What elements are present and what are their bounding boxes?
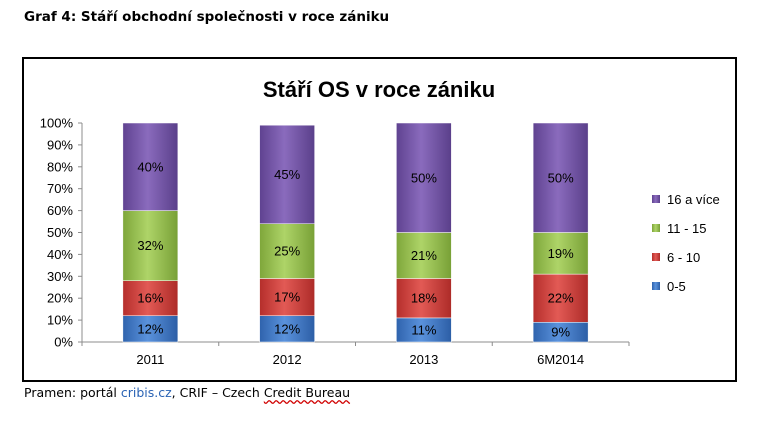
chart-frame: Stáří OS v roce zániku 0% 10% 20% 30% 40% 50%… — [22, 57, 737, 382]
x-tick-label: 6M2014 — [537, 352, 584, 367]
y-tick-label: 100% — [40, 116, 74, 131]
y-tick-label: 70% — [47, 181, 73, 196]
data-label: 11% — [411, 322, 436, 337]
y-tick-label: 80% — [47, 159, 73, 174]
legend-label: 16 a více — [667, 192, 720, 207]
y-tick-label: 0% — [54, 335, 73, 350]
x-tick-label: 2013 — [409, 352, 438, 367]
legend-label: 11 - 15 — [667, 221, 707, 236]
figure-heading: Graf 4: Stáří obchodní společnosti v roc… — [24, 9, 390, 25]
y-tick-label: 50% — [47, 225, 73, 240]
x-tick-label: 2012 — [273, 352, 302, 367]
bar-segment — [532, 232, 589, 275]
data-label: 12% — [274, 321, 300, 336]
y-tick-label: 40% — [47, 247, 73, 262]
legend-swatch — [652, 282, 660, 290]
bar-segment — [259, 278, 315, 316]
data-label: 9% — [551, 325, 570, 340]
chart-title: Stáří OS v roce zániku — [263, 77, 495, 102]
bar-segment — [122, 122, 179, 211]
data-label: 22% — [548, 291, 574, 306]
data-label: 18% — [411, 291, 437, 306]
y-tick-label: 30% — [47, 269, 73, 284]
bar-segment — [396, 232, 452, 279]
y-tick-label: 10% — [47, 313, 73, 328]
bar-segment — [396, 122, 452, 233]
data-label: 16% — [137, 291, 163, 306]
data-label: 40% — [137, 159, 163, 174]
y-tick-label: 90% — [47, 137, 73, 152]
legend-swatch — [652, 195, 660, 203]
bar-segment — [259, 124, 315, 224]
y-tick-label: 20% — [47, 291, 73, 306]
chart-bars: 12% 16% 32% 40% 12% 17% 25% 45% 11% 18% 21% 50% 9% 22… — [122, 122, 589, 343]
data-label: 21% — [411, 248, 437, 263]
source-underlined: Credit Bureau — [263, 385, 351, 400]
source-prefix: Pramen: portál — [24, 385, 121, 400]
legend-swatch — [652, 224, 660, 232]
data-label: 50% — [548, 170, 574, 185]
data-label: 32% — [137, 238, 163, 253]
legend-swatch — [652, 253, 660, 261]
source-note: Pramen: portál cribis.cz, CRIF – Czech C… — [24, 385, 350, 400]
bar-segment — [396, 317, 452, 343]
bar-segment — [122, 280, 179, 316]
data-label: 25% — [274, 244, 300, 259]
data-label: 12% — [137, 321, 163, 336]
source-mid: , CRIF – Czech — [171, 385, 264, 400]
y-tick-label: 60% — [47, 203, 73, 218]
data-label: 19% — [548, 246, 574, 261]
bar-segment — [396, 278, 452, 319]
bar-segment — [122, 210, 179, 281]
legend-label: 0-5 — [667, 279, 686, 294]
chart-legend: 16 a více 11 - 15 6 - 10 0-5 — [652, 192, 720, 294]
x-tick-label: 2011 — [136, 352, 164, 367]
data-label: 17% — [274, 290, 300, 305]
data-label: 50% — [411, 170, 437, 185]
stacked-bar-chart: Stáří OS v roce zániku 0% 10% 20% 30% 40% 50%… — [40, 77, 720, 367]
bar-segment — [259, 223, 315, 279]
bar-segment — [532, 273, 589, 323]
data-label: 45% — [274, 167, 300, 182]
source-link[interactable]: cribis.cz — [120, 385, 172, 400]
bar-segment — [532, 122, 589, 233]
legend-label: 6 - 10 — [667, 250, 700, 265]
